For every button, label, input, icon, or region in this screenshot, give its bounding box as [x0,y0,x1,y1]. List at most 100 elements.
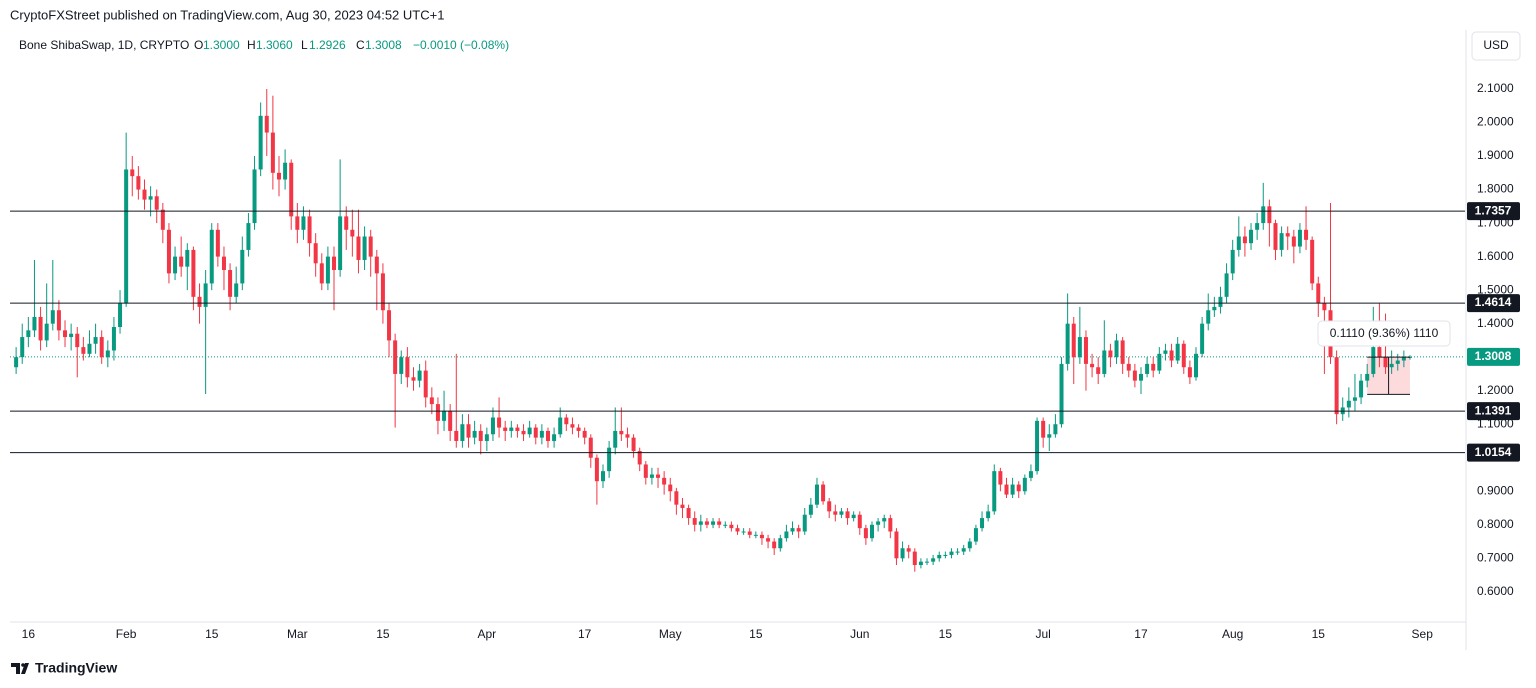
candle-body [973,528,978,542]
x-tick-label: 15 [376,627,390,641]
candle-body [387,310,392,341]
x-tick-label: 15 [1312,627,1326,641]
x-tick-label: Aug [1222,627,1243,641]
candle-body [796,528,801,532]
legend-value: 1.2926 [309,38,346,52]
currency-button[interactable] [1471,31,1521,61]
x-tick-label: 16 [22,627,36,641]
candle-body [876,521,881,525]
candle-body [301,216,306,230]
candle-body [270,132,275,173]
candle-body [1224,273,1229,297]
candle-body [576,427,581,431]
candle-body [759,534,764,539]
candle-body [69,333,74,338]
candle-body [368,236,373,257]
candle-body [87,343,92,354]
candle-body [417,370,422,381]
candle-body [1120,340,1125,364]
candle-body [723,524,728,526]
candle-body [857,514,862,529]
candle-body [931,558,936,562]
candle-body [1200,323,1205,354]
candle-body [741,531,746,533]
candle-body [955,551,960,553]
candle-body [674,491,679,505]
candle-body [998,471,1003,485]
candle-body [656,474,661,478]
candle-body [154,196,159,210]
x-tick-label: 17 [1134,627,1148,641]
logo-dot [21,663,25,667]
candle-body [1028,471,1033,478]
level-label: 1.7357 [1475,203,1512,217]
candle-body [497,417,502,428]
candle-body [362,236,367,260]
candle-body [918,561,923,566]
candle-body [1163,350,1168,354]
candle-body [50,310,55,324]
candle-body [1255,223,1260,230]
candle-body [1022,477,1027,492]
candle-body [429,397,434,405]
candle-body [1310,239,1315,284]
candle-body [197,296,202,307]
candle-body [191,249,196,297]
legend-key: O [194,38,203,52]
candle-body [851,514,856,519]
candle-body [766,538,771,542]
candle-body [319,263,324,284]
candle-body [1083,337,1088,364]
y-tick-label: 0.6000 [1477,584,1514,598]
x-tick-label: 15 [205,627,219,641]
candle-body [350,229,355,237]
candle-body [747,531,752,535]
candle-body [802,514,807,532]
candle-body [1297,229,1302,247]
brand: TradingView [35,660,117,676]
candle-body [1236,236,1241,250]
candle-body [173,256,178,274]
candle-body [289,162,294,217]
y-tick-label: 2.0000 [1477,115,1514,129]
candle-body [1316,283,1321,304]
candle-body [93,337,98,344]
x-tick-label: 17 [578,627,592,641]
candle-body [827,501,832,512]
candle-body [662,477,667,485]
candle-body [185,249,190,267]
candle-body [704,521,709,525]
candle-body [1261,206,1266,224]
level-label: 1.1391 [1475,403,1512,417]
candle-body [594,457,599,482]
currency: USD [1483,38,1509,52]
x-tick-label: 15 [749,627,763,641]
candle-body [44,323,49,341]
candle-body [570,424,575,428]
candle-body [833,511,838,515]
candle-body [1194,353,1199,378]
candle-body [637,451,642,465]
candle-body [1249,229,1254,244]
candle-body [20,337,25,358]
candle-body [1285,233,1290,237]
candle-body [448,410,453,431]
candle-body [1035,420,1040,472]
candle-body [179,256,184,267]
candle-body [943,554,948,556]
y-tick-label: 1.2000 [1477,383,1514,397]
candle-body [986,511,991,519]
measure-label: 0.1110 (9.36%) 1110 [1330,326,1439,340]
candle-body [1114,340,1119,358]
legend-value: 1.3060 [256,38,293,52]
candle-body [56,310,61,331]
candle-body [307,216,312,244]
candle-body [234,283,239,297]
candle-body [808,504,813,515]
candle-body [484,434,489,441]
candle-body [14,357,19,368]
candle-body [552,434,557,441]
candle-body [240,249,245,284]
x-tick-label: Sep [1412,627,1434,641]
